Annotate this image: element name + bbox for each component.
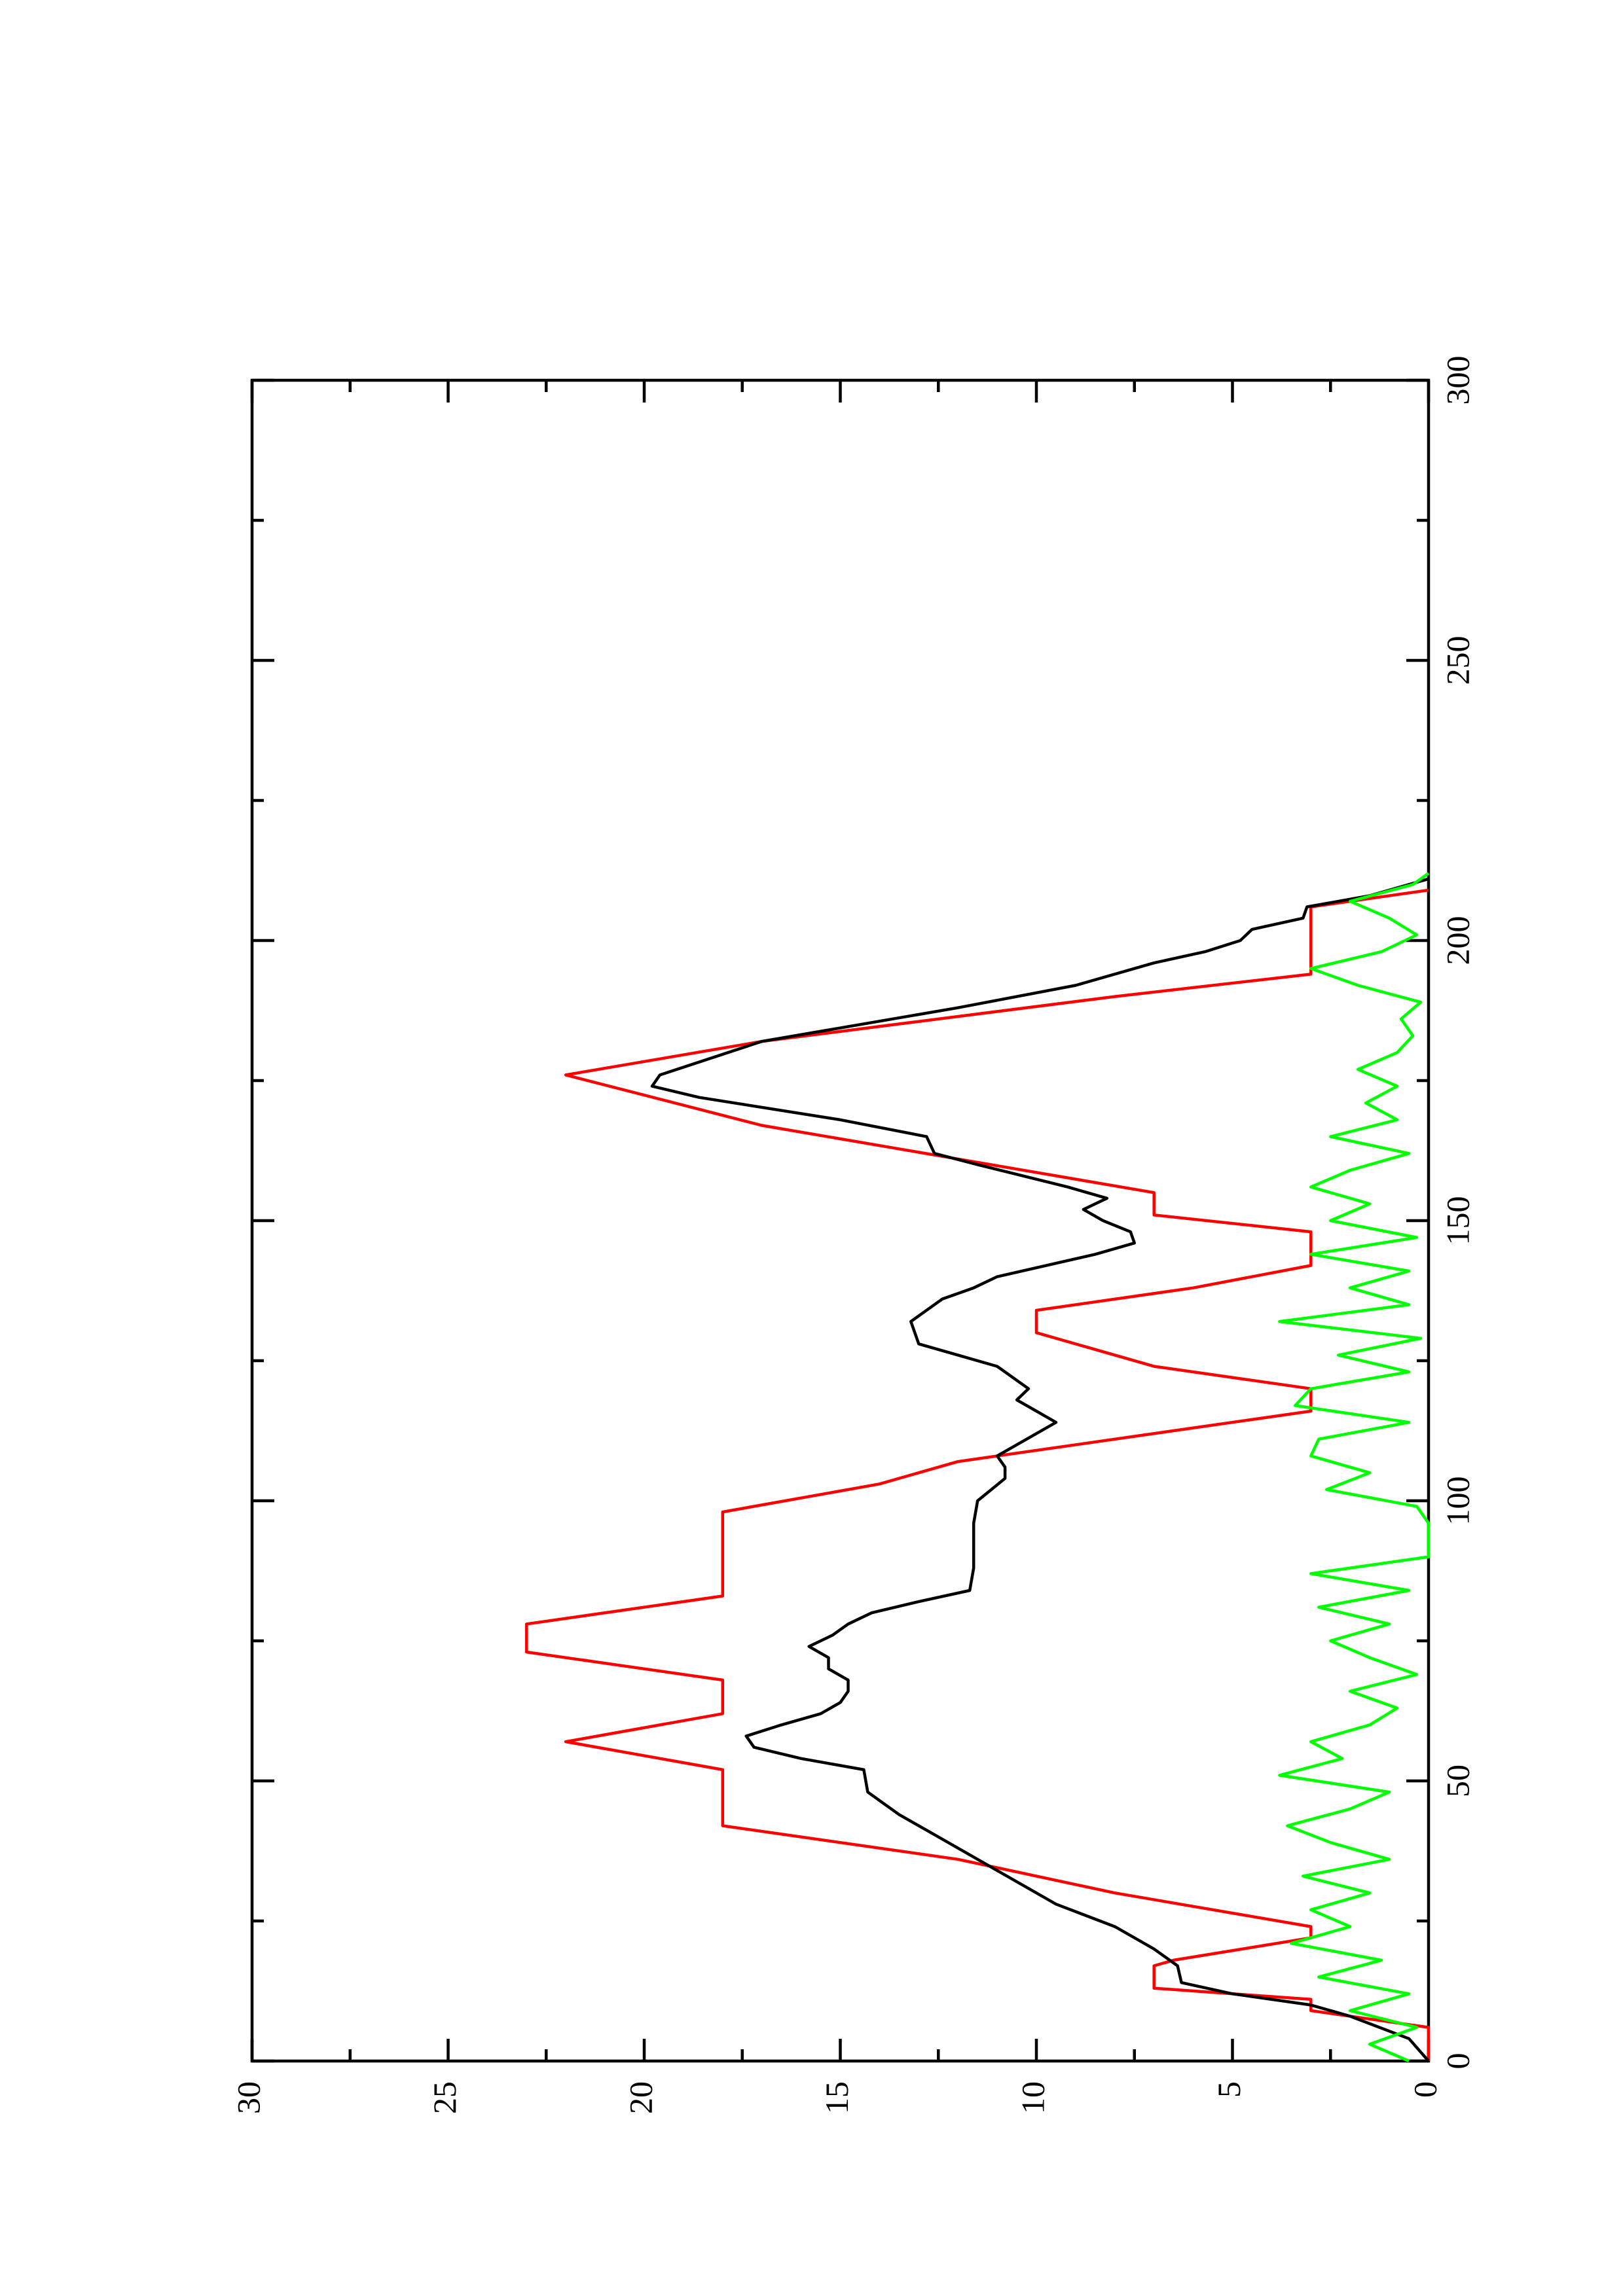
plot-frame [250, 378, 1431, 2063]
x-tick-label: 100 [1439, 1477, 1476, 1526]
y-tick-label: 25 [426, 2081, 463, 2114]
series-line [1278, 872, 1431, 2063]
x-tick-label: 200 [1439, 916, 1476, 965]
x-tick-label: 150 [1439, 1196, 1476, 1246]
x-tick-label: 50 [1439, 1765, 1476, 1797]
x-tick-label: 300 [1439, 356, 1476, 405]
y-tick-label: 30 [230, 2081, 266, 2114]
x-tick-label: 0 [1439, 2053, 1476, 2070]
y-tick-label: 15 [818, 2081, 855, 2114]
y-tick-label: 10 [1014, 2081, 1051, 2114]
y-tick-label: 0 [1406, 2081, 1443, 2098]
y-tick-label: 5 [1211, 2081, 1247, 2098]
y-tick-label: 20 [622, 2081, 659, 2114]
x-tick-label: 250 [1439, 636, 1476, 685]
series-line [650, 877, 1430, 2062]
series-line [525, 888, 1431, 2061]
